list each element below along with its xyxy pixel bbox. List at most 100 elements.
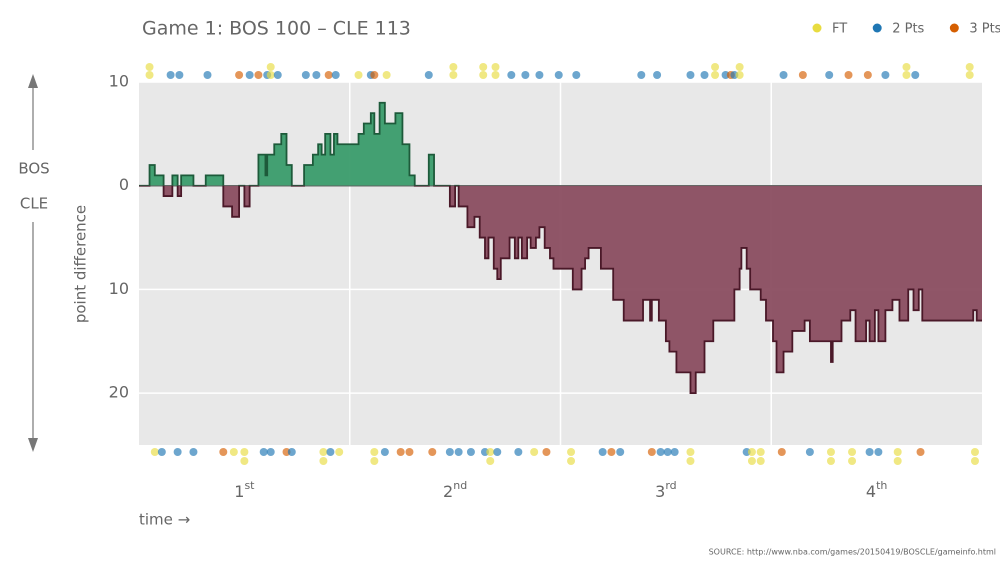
score-dot — [266, 448, 275, 456]
score-dot — [825, 71, 834, 79]
bottom-team: CLE — [20, 195, 48, 213]
score-dot — [259, 448, 268, 456]
score-dot — [598, 448, 607, 456]
score-dot — [663, 448, 672, 456]
score-dot — [826, 457, 835, 465]
x-tick-label: 2nd — [443, 479, 467, 501]
score-dot — [647, 448, 656, 456]
score-dot — [670, 448, 679, 456]
score-dot — [326, 448, 335, 456]
score-dot — [287, 448, 296, 456]
y-tick-label: 20 — [109, 383, 129, 402]
plot: 10 0 10 20 1st 2nd 3rd 4th — [109, 63, 982, 501]
legend-marker — [949, 23, 959, 33]
legend-marker — [812, 23, 822, 33]
score-dot — [219, 448, 228, 456]
score-dot — [405, 448, 414, 456]
x-tick-label: 4th — [866, 479, 888, 501]
score-dot — [396, 448, 405, 456]
score-dot — [203, 71, 212, 79]
score-dot — [916, 448, 925, 456]
score-dot — [370, 457, 379, 465]
score-dot — [881, 71, 890, 79]
score-dot — [893, 448, 902, 456]
x-tick-label: 3rd — [655, 479, 677, 501]
score-dot — [145, 71, 154, 79]
score-dot — [189, 448, 198, 456]
score-dot — [486, 457, 495, 465]
score-dot — [844, 71, 853, 79]
score-dot — [175, 71, 184, 79]
score-dot — [166, 71, 175, 79]
score-dot — [319, 448, 328, 456]
score-dot — [493, 448, 502, 456]
score-dot — [902, 71, 911, 79]
score-dot — [370, 448, 379, 456]
score-dot — [354, 71, 363, 79]
score-dot — [535, 71, 544, 79]
score-dot — [240, 448, 249, 456]
score-dot — [324, 71, 333, 79]
score-dot — [572, 71, 581, 79]
score-dot — [466, 448, 475, 456]
score-dot — [656, 448, 665, 456]
score-dot — [428, 448, 437, 456]
score-dot — [965, 71, 974, 79]
score-dot — [970, 448, 979, 456]
y-axis-label: point difference — [72, 205, 90, 323]
score-dot — [711, 63, 720, 71]
score-dot — [521, 71, 530, 79]
score-dot — [254, 71, 263, 79]
legend-label: FT — [832, 22, 847, 37]
down-arrow-head — [28, 438, 38, 452]
score-dot — [335, 448, 344, 456]
chart-title: Game 1: BOS 100 – CLE 113 — [142, 18, 411, 40]
score-dot — [637, 71, 646, 79]
score-dot — [479, 71, 488, 79]
source: SOURCE: http://www.nba.com/games/2015041… — [709, 548, 996, 557]
score-dot — [266, 63, 275, 71]
score-dot — [798, 71, 807, 79]
y-tick-label: 10 — [109, 279, 129, 298]
score-dot — [779, 71, 788, 79]
score-dot — [700, 71, 709, 79]
score-dot — [756, 448, 765, 456]
score-dot — [863, 71, 872, 79]
score-dot — [607, 448, 616, 456]
score-dot — [380, 448, 389, 456]
score-dot — [530, 448, 539, 456]
legend-label: 3 Pts — [969, 22, 1000, 37]
x-axis-label: time → — [139, 511, 190, 529]
score-dot — [240, 457, 249, 465]
legend-marker — [872, 23, 882, 33]
score-dot — [235, 71, 244, 79]
score-dot — [653, 71, 662, 79]
score-dot — [445, 448, 454, 456]
step-line — [139, 185, 982, 395]
score-dot — [893, 457, 902, 465]
area — [139, 102, 982, 186]
score-dot — [157, 448, 166, 456]
score-dot — [965, 63, 974, 71]
up-arrow-head — [28, 74, 38, 88]
score-dot — [507, 71, 516, 79]
score-dot — [486, 448, 495, 456]
score-dot — [616, 448, 625, 456]
score-dot — [331, 71, 340, 79]
score-dot — [266, 71, 275, 79]
score-dot — [805, 448, 814, 456]
score-dot — [970, 457, 979, 465]
score-dot — [514, 448, 523, 456]
score-dot — [686, 457, 695, 465]
score-dot — [686, 448, 695, 456]
score-dot — [370, 71, 379, 79]
score-dot — [747, 457, 756, 465]
score-dot — [686, 71, 695, 79]
score-dot — [479, 63, 488, 71]
score-dot — [711, 71, 720, 79]
score-dot — [454, 448, 463, 456]
x-tick-label: 1st — [234, 479, 255, 501]
score-dot — [301, 71, 310, 79]
score-dot — [865, 448, 874, 456]
